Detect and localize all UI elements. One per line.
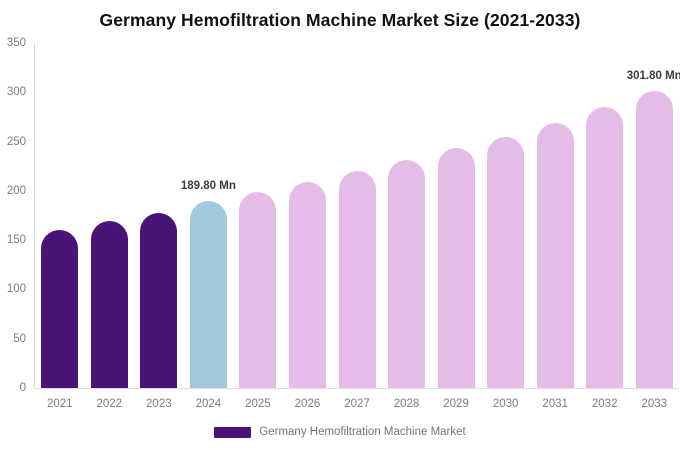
x-axis-label-2031: 2031	[542, 398, 568, 410]
x-axis-labels: 2021 2022 2023 2024 2025 2026 2027 2028 2029 2030…	[35, 396, 679, 412]
x-axis-label-2022: 2022	[96, 398, 123, 410]
x-axis-label-2033: 2033	[641, 398, 668, 410]
plot-area	[34, 43, 679, 389]
y-axis-tick-200: 200	[6, 184, 26, 197]
bar-2033[interactable]	[635, 91, 673, 388]
bar-2027[interactable]	[338, 171, 376, 388]
bar-2026[interactable]	[288, 182, 326, 388]
x-axis-label-2029: 2029	[443, 398, 469, 410]
y-axis-tick-300: 300	[6, 86, 26, 99]
x-axis-label-2032: 2032	[591, 398, 618, 410]
legend-swatch-icon	[214, 426, 252, 438]
y-axis-tick-50: 50	[13, 332, 26, 345]
bar-2032[interactable]	[586, 107, 624, 388]
bar-2031[interactable]	[536, 123, 574, 388]
y-axis-labels: 0 50 100 150 200 250 300 350	[0, 37, 26, 394]
bar-2025[interactable]	[239, 192, 277, 388]
chart-title: Germany Hemofiltration Machine Market Si…	[99, 10, 581, 30]
x-axis-label-2027: 2027	[344, 398, 370, 410]
legend: Germany Hemofiltration Machine Market	[0, 426, 680, 438]
bar-2029[interactable]	[437, 148, 475, 388]
x-axis-label-2025: 2025	[245, 398, 271, 410]
y-axis-tick-250: 250	[6, 135, 26, 148]
bar-2022[interactable]	[90, 221, 128, 388]
bar-2024[interactable]	[189, 201, 227, 388]
legend-item[interactable]: Germany Hemofiltration Machine Market	[214, 426, 466, 438]
legend-label: Germany Hemofiltration Machine Market	[259, 426, 466, 438]
bar-2028[interactable]	[388, 160, 426, 388]
bar-2023[interactable]	[140, 213, 178, 388]
x-axis-label-2024: 2024	[195, 398, 222, 410]
y-axis-tick-150: 150	[6, 234, 26, 247]
bar-2021[interactable]	[41, 230, 79, 388]
x-axis-label-2023: 2023	[146, 398, 172, 410]
y-axis-tick-100: 100	[6, 283, 26, 296]
y-axis-tick-0: 0	[19, 382, 26, 394]
data-label-2033: 301.80 Mn	[626, 70, 680, 82]
x-axis-label-2021: 2021	[46, 398, 73, 410]
bar-2030[interactable]	[487, 137, 525, 388]
x-axis-label-2028: 2028	[393, 398, 420, 410]
x-axis-label-2026: 2026	[294, 398, 321, 410]
y-axis-tick-350: 350	[6, 37, 26, 49]
x-axis-label-2030: 2030	[492, 398, 519, 410]
data-label-2024: 189.80 Mn	[180, 180, 236, 192]
